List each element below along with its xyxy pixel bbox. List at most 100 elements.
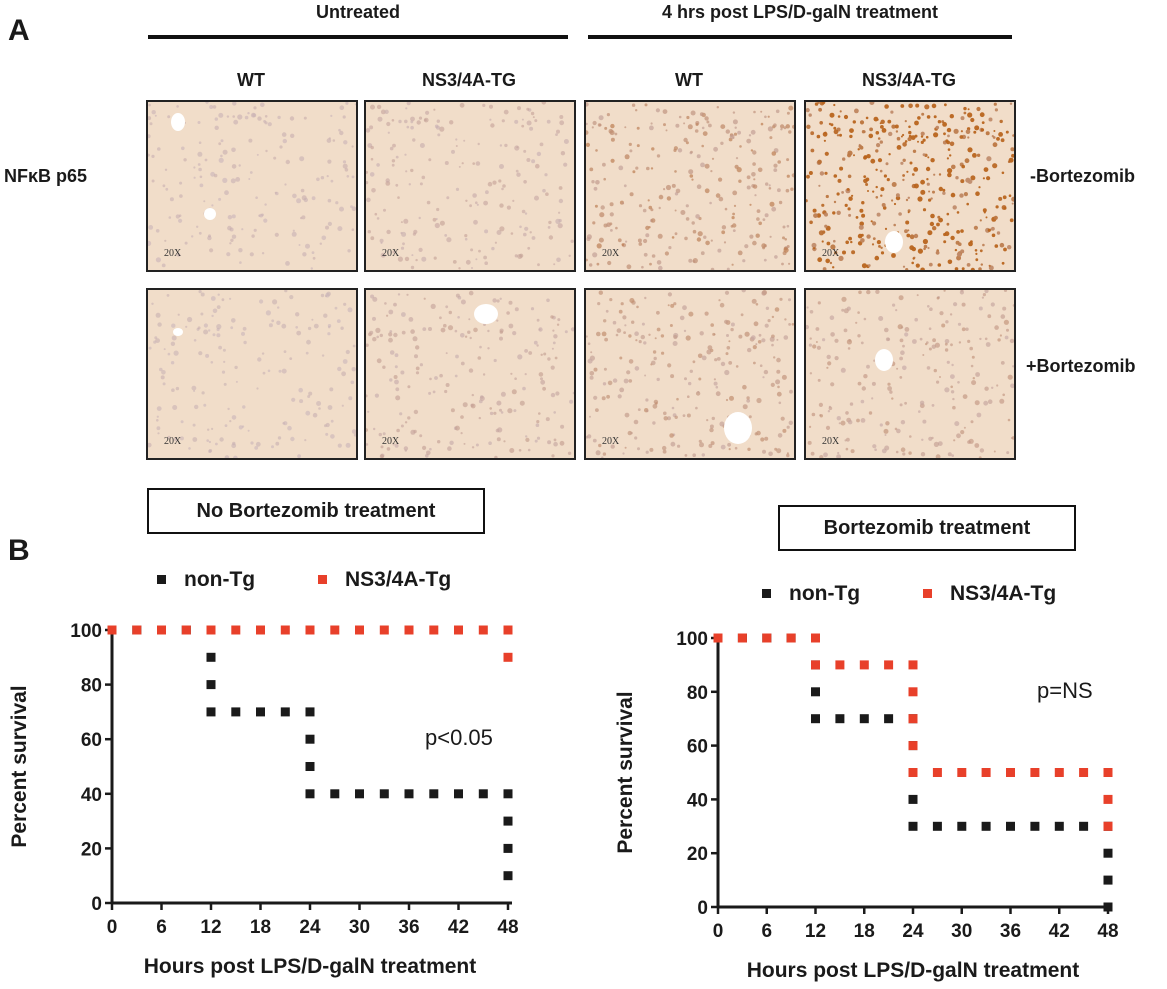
condition-label-minus-bortezomib: -Bortezomib xyxy=(1030,166,1135,186)
survival-point xyxy=(503,816,513,826)
x-tick-label: 0 xyxy=(713,921,724,942)
survival-point xyxy=(811,714,820,724)
panel-a-letter: A xyxy=(8,14,30,47)
column-label-tg-untreated: NS3/4A-TG xyxy=(421,70,517,90)
magnification-label: 20X xyxy=(602,436,620,447)
survival-point xyxy=(884,660,894,670)
survival-point xyxy=(305,762,315,771)
survival-point xyxy=(503,652,513,662)
legend-marker xyxy=(318,575,327,584)
survival-point xyxy=(1006,821,1015,831)
survival-point xyxy=(256,625,265,635)
x-tick-label: 6 xyxy=(761,921,772,942)
survival-point xyxy=(1030,768,1040,777)
magnification-label: 20X xyxy=(822,436,840,447)
survival-point xyxy=(957,821,967,831)
survival-point xyxy=(478,625,488,635)
x-tick-label: 36 xyxy=(398,917,419,938)
survival-point xyxy=(1103,902,1113,912)
magnification-label: 20X xyxy=(382,436,400,447)
x-tick-label: 18 xyxy=(854,921,875,942)
x-tick-label: 48 xyxy=(1097,921,1118,942)
x-tick-label: 12 xyxy=(805,921,826,942)
survival-point xyxy=(404,625,414,635)
group-header-untreated: Untreated xyxy=(315,2,400,22)
survival-point xyxy=(181,625,191,635)
survival-point xyxy=(1054,821,1064,831)
legend-label: NS3/4A-Tg xyxy=(950,582,1056,605)
survival-chart-no-bortezomib: 0 6 12 18 24 30 36 42 48 0 20 40 60 80 100 Hours post L… xyxy=(8,568,519,978)
y-tick-label: 100 xyxy=(70,621,102,642)
survival-point xyxy=(713,633,723,643)
x-axis-label: Hours post LPS/D-galN treatment xyxy=(144,955,477,978)
y-tick-label: 40 xyxy=(687,790,708,811)
micrograph-tg-treated-minus-bortezomib: 20X xyxy=(804,100,1016,272)
x-tick-label: 42 xyxy=(1049,921,1070,942)
survival-curve xyxy=(107,625,513,662)
x-tick-label: 30 xyxy=(349,917,370,938)
y-tick-label: 40 xyxy=(81,785,102,806)
survival-point xyxy=(811,660,820,670)
survival-point xyxy=(908,714,918,724)
y-axis-label: Percent survival xyxy=(614,691,637,853)
micrograph-wt-untreated-plus-bortezomib: 20X xyxy=(146,288,358,460)
micrograph-tg-untreated-plus-bortezomib: 20X xyxy=(364,288,576,460)
survival-point xyxy=(206,652,216,662)
x-tick-label: 18 xyxy=(250,917,271,938)
survival-point xyxy=(379,625,389,635)
magnification-label: 20X xyxy=(822,248,840,259)
survival-point xyxy=(884,714,894,724)
legend-label: NS3/4A-Tg xyxy=(345,568,451,591)
survival-point xyxy=(355,789,364,799)
survival-point xyxy=(835,714,845,724)
survival-point xyxy=(206,707,216,717)
panel-b-letter: B xyxy=(8,534,30,567)
y-tick-label: 0 xyxy=(91,894,102,915)
y-tick-label: 0 xyxy=(697,898,708,919)
survival-point xyxy=(132,625,142,635)
survival-point xyxy=(1054,768,1064,777)
y-tick-label: 80 xyxy=(81,676,102,697)
row-label-nfkb: NFκB p65 xyxy=(4,166,88,186)
legend-marker xyxy=(762,589,771,598)
magnification-label: 20X xyxy=(164,248,182,259)
survival-point xyxy=(835,660,845,670)
group-header-treated: 4 hrs post LPS/D-galN treatment xyxy=(661,2,939,22)
survival-point xyxy=(157,625,166,635)
survival-point xyxy=(355,625,364,635)
survival-point xyxy=(908,660,918,670)
legend-marker xyxy=(923,589,932,598)
x-tick-label: 48 xyxy=(497,917,518,938)
survival-point xyxy=(280,625,290,635)
survival-point xyxy=(1079,768,1089,777)
survival-point xyxy=(404,789,414,799)
x-tick-label: 6 xyxy=(156,917,167,938)
survival-point xyxy=(811,687,820,697)
survival-point xyxy=(1079,821,1089,831)
column-label-wt-untreated: WT xyxy=(237,70,265,90)
survival-point xyxy=(454,789,463,799)
survival-point xyxy=(107,625,117,635)
survival-point xyxy=(908,821,918,831)
survival-point xyxy=(859,714,869,724)
survival-point xyxy=(280,707,290,717)
magnification-label: 20X xyxy=(164,436,182,447)
legend-label: non-Tg xyxy=(789,582,860,605)
significance-annotation: p<0.05 xyxy=(425,725,493,750)
magnification-label: 20X xyxy=(602,248,620,259)
x-tick-label: 24 xyxy=(299,917,321,938)
survival-point xyxy=(762,633,772,643)
survival-point xyxy=(503,843,513,853)
survival-point xyxy=(859,660,869,670)
survival-point xyxy=(1030,821,1040,831)
survival-chart-bortezomib: 0 6 12 18 24 30 36 42 48 0 20 40 60 80 100 Hours post L… xyxy=(614,582,1119,982)
column-label-wt-treated: WT xyxy=(675,70,703,90)
magnification-label: 20X xyxy=(382,248,400,259)
survival-point xyxy=(330,789,340,799)
survival-point xyxy=(1103,848,1113,858)
survival-point xyxy=(932,821,942,831)
survival-point xyxy=(454,625,463,635)
significance-annotation: p=NS xyxy=(1037,678,1093,703)
survival-point xyxy=(256,707,265,717)
survival-point xyxy=(811,633,820,643)
